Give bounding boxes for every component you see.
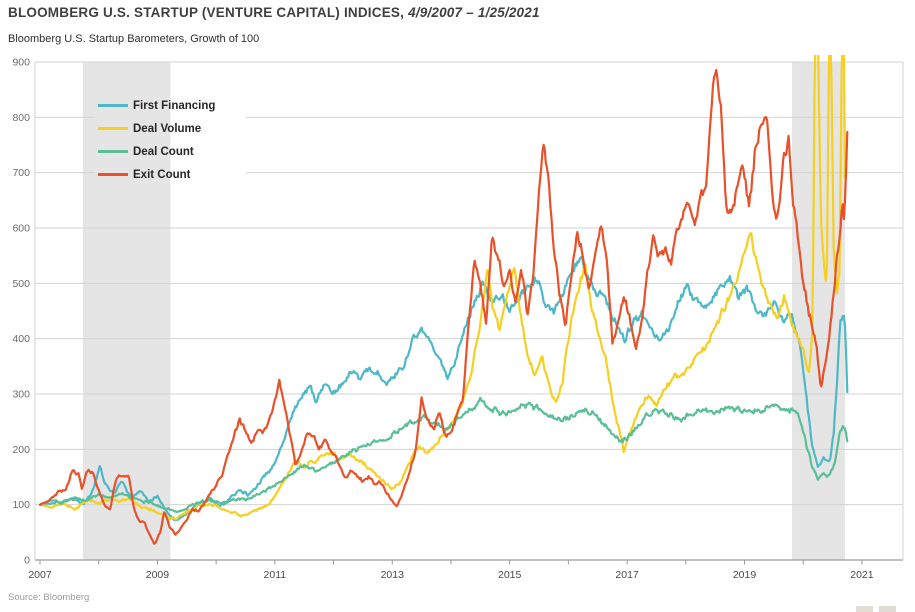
x-axis-tick-label: 2015 bbox=[498, 569, 522, 581]
y-axis-tick-label: 900 bbox=[12, 57, 30, 69]
x-axis-tick-label: 2009 bbox=[146, 569, 170, 581]
legend-swatch bbox=[98, 173, 128, 176]
legend-label: First Financing bbox=[133, 99, 216, 112]
page-title: BLOOMBERG U.S. STARTUP (VENTURE CAPITAL)… bbox=[8, 5, 540, 20]
x-axis-tick-label: 2007 bbox=[28, 569, 52, 581]
x-axis-tick-label: 2017 bbox=[615, 569, 639, 581]
source-text: Source: Bloomberg bbox=[8, 592, 90, 603]
x-axis-tick-label: 2021 bbox=[850, 569, 874, 581]
y-axis-tick-label: 800 bbox=[12, 112, 30, 124]
footer-decoration-mark bbox=[879, 606, 896, 612]
legend-swatch bbox=[98, 104, 128, 107]
legend-label: Exit Count bbox=[133, 168, 191, 181]
series-line-first-financing bbox=[38, 255, 849, 522]
legend-label: Deal Volume bbox=[133, 122, 202, 135]
legend-label: Deal Count bbox=[133, 145, 194, 158]
x-axis-tick-label: 2019 bbox=[733, 569, 757, 581]
x-axis-tick-label: 2013 bbox=[381, 569, 405, 581]
y-axis-tick-label: 0 bbox=[24, 555, 30, 567]
y-axis-tick-label: 700 bbox=[12, 167, 30, 179]
y-axis-tick-label: 600 bbox=[12, 223, 30, 235]
chart-legend: First Financing Deal Volume Deal Count Exit… bbox=[98, 94, 215, 186]
legend-item-deal-count: Deal Count bbox=[98, 140, 215, 163]
legend-item-deal-volume: Deal Volume bbox=[98, 117, 215, 140]
y-axis-tick-label: 200 bbox=[12, 444, 30, 456]
y-axis-tick-label: 400 bbox=[12, 333, 30, 345]
chart-subtitle: Bloomberg U.S. Startup Barometers, Growt… bbox=[8, 33, 260, 45]
series-line-deal-volume bbox=[38, 55, 847, 521]
title-date-range: 4/9/2007 – 1/25/2021 bbox=[408, 5, 540, 20]
legend-item-first-financing: First Financing bbox=[98, 94, 215, 117]
legend-swatch bbox=[98, 127, 128, 130]
y-axis-tick-label: 500 bbox=[12, 278, 30, 290]
legend-item-exit-count: Exit Count bbox=[98, 163, 215, 186]
series-line-exit-count bbox=[38, 68, 849, 545]
title-text: BLOOMBERG U.S. STARTUP (VENTURE CAPITAL)… bbox=[8, 5, 405, 20]
legend-swatch bbox=[98, 150, 128, 153]
y-axis-tick-label: 100 bbox=[12, 499, 30, 511]
footer-decoration-mark bbox=[856, 606, 873, 612]
x-axis-tick-label: 2011 bbox=[264, 569, 287, 581]
y-axis-tick-label: 300 bbox=[12, 389, 30, 401]
